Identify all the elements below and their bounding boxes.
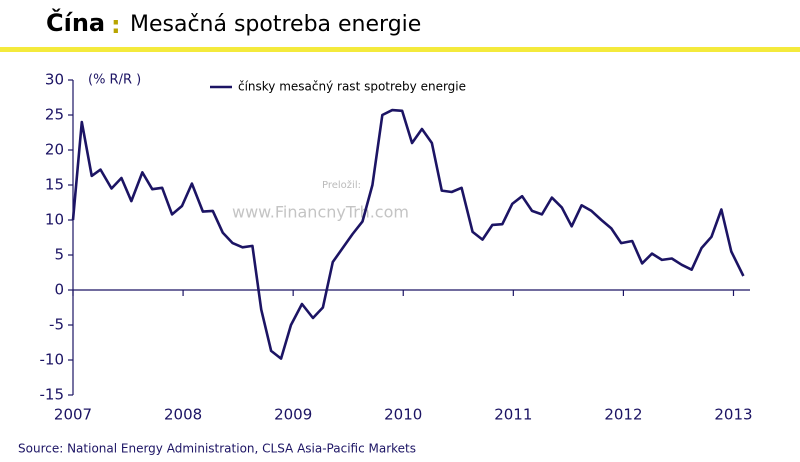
y-tick-label: -15: [40, 386, 65, 404]
y-tick-label: 25: [45, 106, 64, 124]
y-tick-label: -10: [40, 351, 65, 369]
y-tick-label: 10: [45, 211, 64, 229]
x-tick-label: 2010: [384, 406, 422, 424]
chart-title: Čína: [46, 7, 105, 37]
source: Source: National Energy Administration, …: [18, 442, 416, 456]
x-tick-label: 2008: [164, 406, 202, 424]
y-tick-label: -5: [49, 316, 64, 334]
x-tick-label: 2007: [54, 406, 92, 424]
y-tick-label: 20: [45, 141, 64, 159]
x-tick-label: 2013: [714, 406, 752, 424]
y-tick-label: 15: [45, 176, 64, 194]
x-tick-label: 2011: [494, 406, 532, 424]
y-tick-label: 30: [45, 71, 64, 89]
y-tick-label: 5: [54, 246, 64, 264]
watermark: www.FinancnyTrh.com: [232, 203, 409, 222]
y-tick-label: 0: [54, 281, 64, 299]
chart-subtitle: Mesačná spotreba energie: [130, 12, 421, 37]
y-unit: (% R/R ): [88, 73, 141, 88]
title-separator: :: [111, 11, 121, 39]
x-tick-label: 2009: [274, 406, 312, 424]
legend-label: čínsky mesačný rast spotreby energie: [238, 80, 466, 94]
watermark-label: Preložil:: [322, 179, 361, 191]
x-tick-label: 2012: [604, 406, 642, 424]
title-rule: [0, 47, 800, 52]
series-line: [71, 108, 745, 360]
